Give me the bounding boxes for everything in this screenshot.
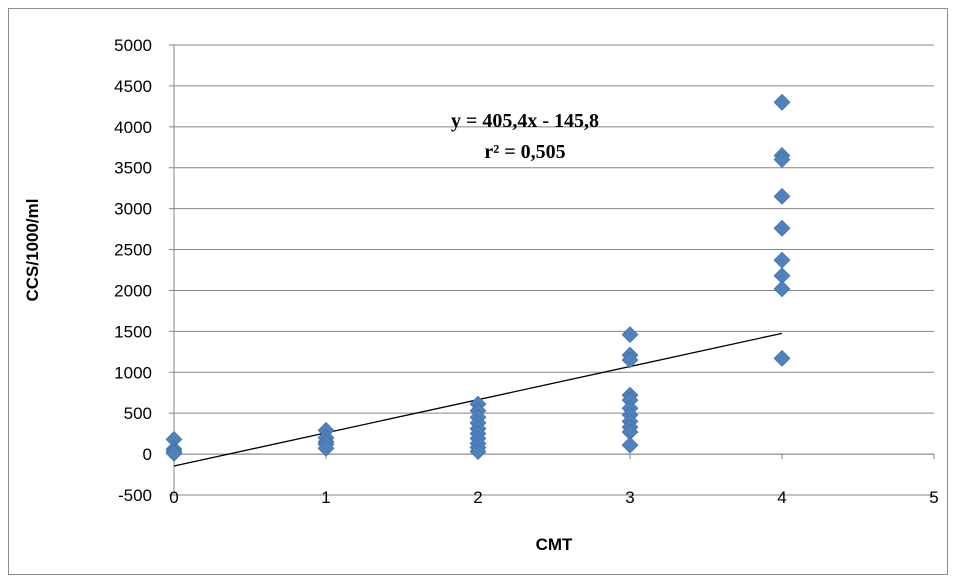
data-point [165, 444, 183, 462]
y-tick-label: -500 [118, 486, 152, 505]
x-tick-label: 2 [473, 488, 482, 507]
y-tick-label: 1000 [114, 363, 152, 382]
y-tick-label: 2500 [114, 241, 152, 260]
y-axis-title: CCS/1000/ml [23, 199, 42, 302]
y-tick-label: 5000 [114, 36, 152, 55]
x-tick-label: 4 [777, 488, 786, 507]
data-point [469, 443, 487, 461]
x-tick-label: 5 [929, 488, 938, 507]
data-point [621, 351, 639, 369]
data-point [773, 151, 791, 168]
data-point [773, 187, 791, 205]
y-tick-label: 3000 [114, 200, 152, 219]
data-point [773, 349, 791, 367]
data-point [773, 219, 791, 237]
y-tick-label: 500 [124, 404, 152, 423]
y-tick-label: 0 [143, 445, 152, 464]
data-point [773, 251, 791, 269]
y-tick-label: 1500 [114, 322, 152, 341]
x-axis-title: CMT [536, 535, 573, 554]
data-point [621, 326, 639, 344]
x-tick-label: 0 [169, 488, 178, 507]
y-tick-label: 3500 [114, 159, 152, 178]
data-point [621, 436, 639, 454]
y-tick-label: 2000 [114, 281, 152, 300]
tick-labels: -500050010001500200025003000350040004500… [114, 36, 939, 507]
x-tick-label: 1 [321, 488, 330, 507]
chart-frame [8, 8, 948, 575]
trendline-equation: y = 405,4x - 145,8 [451, 110, 599, 132]
data-point [317, 439, 335, 457]
x-tick-label: 3 [625, 488, 634, 507]
data-point [773, 93, 791, 111]
y-tick-label: 4500 [114, 77, 152, 96]
data-points [165, 93, 791, 462]
data-point [773, 280, 791, 298]
trendline-r-squared: r² = 0,505 [484, 141, 565, 163]
y-tick-label: 4000 [114, 118, 152, 137]
